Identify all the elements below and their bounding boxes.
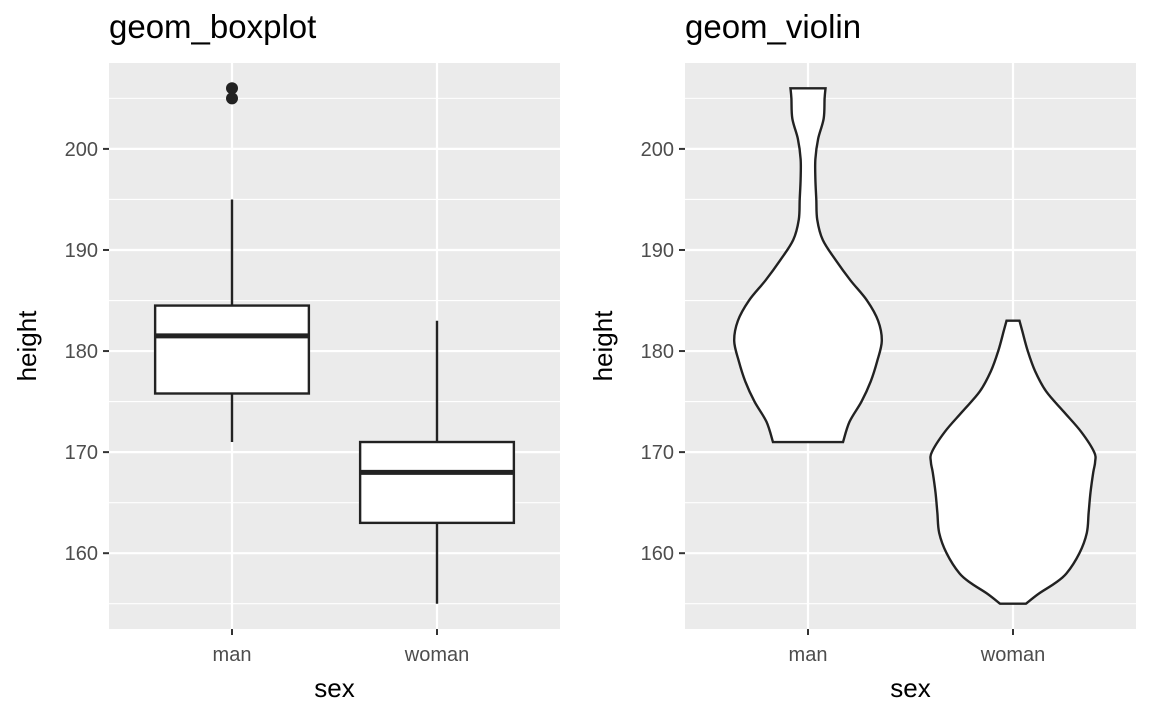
violin-woman: [929, 319, 1097, 605]
y-axis-title: height: [12, 310, 42, 382]
y-tick-label: 200: [65, 139, 98, 161]
box-body: [153, 304, 311, 395]
y-tick-label: 200: [641, 139, 674, 161]
violin-man: [732, 87, 884, 444]
x-axis-ticks: man woman: [213, 629, 469, 666]
outlier-point: [226, 92, 238, 105]
plot-marks: [732, 87, 1097, 605]
box-woman: [358, 320, 516, 604]
y-tick-label: 160: [641, 543, 674, 565]
outlier-point: [226, 82, 238, 95]
x-tick-label: man: [213, 644, 252, 666]
y-tick-label: 190: [65, 240, 98, 262]
x-tick-label: man: [789, 644, 828, 666]
y-tick-label: 160: [65, 543, 98, 565]
box-body: [358, 440, 516, 525]
y-axis-ticks: 160 170 180 190 200: [65, 139, 109, 565]
chart-title: geom_boxplot: [109, 8, 316, 45]
boxplot-panel: geom_boxplot 160 170 180 190 200 man woman se…: [12, 8, 560, 703]
violin-panel: geom_violin 160 170 180 190 200 man woman sex…: [588, 8, 1136, 703]
y-tick-label: 190: [641, 240, 674, 262]
x-tick-label: woman: [404, 644, 469, 666]
y-tick-label: 170: [65, 442, 98, 464]
x-axis-title: sex: [314, 673, 354, 703]
y-axis-title: height: [588, 310, 618, 382]
box-man: [153, 82, 311, 443]
y-tick-label: 180: [641, 341, 674, 363]
chart-title: geom_violin: [685, 8, 861, 45]
x-axis-title: sex: [890, 673, 930, 703]
y-axis-ticks: 160 170 180 190 200: [641, 139, 685, 565]
plot-marks: [153, 82, 516, 604]
x-tick-label: woman: [980, 644, 1045, 666]
x-axis-ticks: man woman: [789, 629, 1045, 666]
y-tick-label: 180: [65, 341, 98, 363]
y-tick-label: 170: [641, 442, 674, 464]
